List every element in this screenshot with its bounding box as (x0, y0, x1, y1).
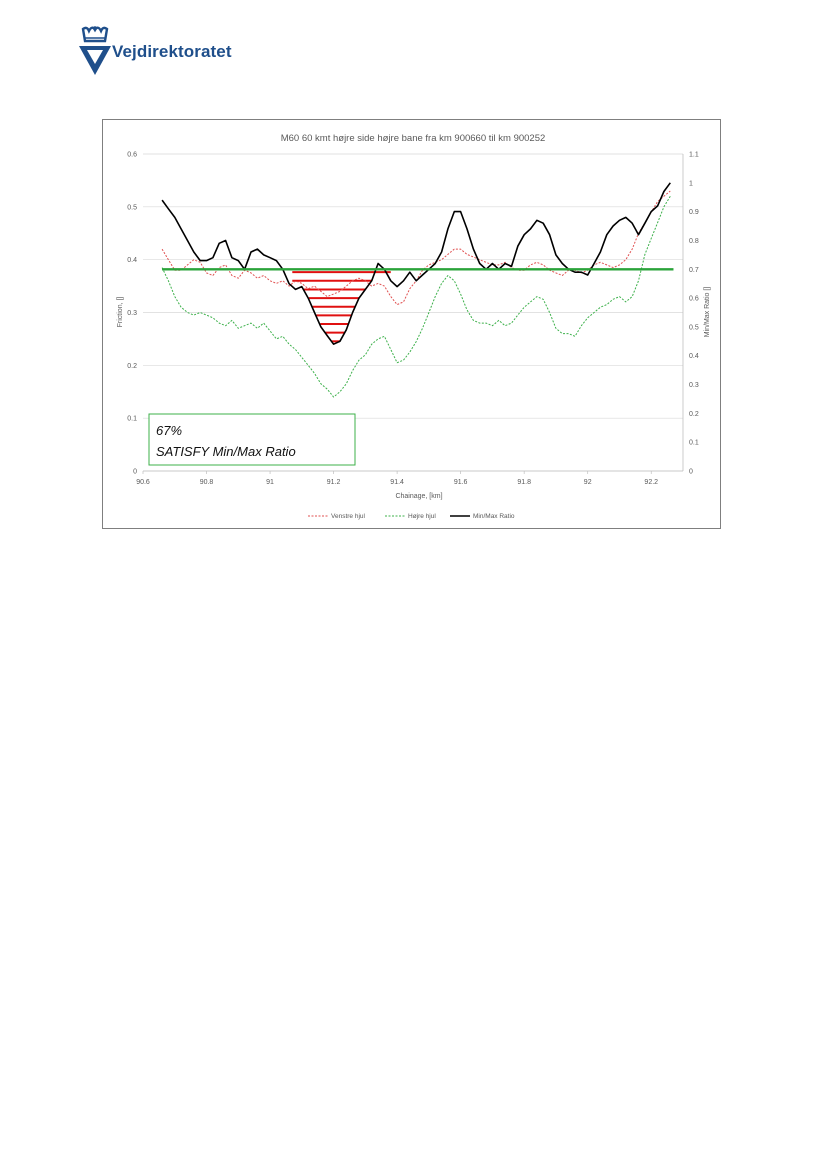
y2-tick-label: 1 (689, 180, 693, 187)
x-tick-label: 92 (584, 479, 592, 486)
x-tick-label: 91.4 (390, 479, 404, 486)
legend: Venstre hjul Højre hjul Min/Max Ratio (308, 513, 515, 520)
y2-tick-label: 0.3 (689, 382, 699, 389)
y-tick-label: 0 (133, 469, 137, 476)
y2-tick-label: 0.2 (689, 411, 699, 418)
friction-chart: 0 0.1 0.2 0.3 0.4 0.5 0.6 0 0.1 0.2 0.3 0.4 0.5 0.6 0.… (117, 133, 711, 520)
legend-label: Venstre hjul (331, 513, 366, 520)
x-tick-label: 90.8 (200, 479, 214, 486)
legend-label: Min/Max Ratio (473, 513, 515, 520)
x-axis-label: Chainage, [km] (395, 493, 442, 500)
y-tick-label: 0.5 (127, 204, 137, 211)
y2-tick-label: 0.8 (689, 238, 699, 245)
y2-tick-label: 0.9 (689, 209, 699, 216)
y-tick-label: 0.6 (127, 152, 137, 159)
annotation-text: SATISFY Min/Max Ratio (156, 444, 296, 459)
x-tick-label: 91 (266, 479, 274, 486)
y2-tick-label: 0.4 (689, 353, 699, 360)
chart-frame: 0 0.1 0.2 0.3 0.4 0.5 0.6 0 0.1 0.2 0.3 0.4 0.5 0.6 0.… (102, 119, 721, 529)
series-line-venstre-hjul (161, 190, 671, 306)
legend-label: Højre hjul (408, 513, 436, 520)
y2-tick-label: 0.6 (689, 296, 699, 303)
x-tick-label: 91.6 (454, 479, 468, 486)
axes-layer: 0 0.1 0.2 0.3 0.4 0.5 0.6 0 0.1 0.2 0.3 0.4 0.5 0.6 0.… (127, 152, 699, 487)
y2-tick-label: 1.1 (689, 152, 699, 159)
vejdirektoratet-logo: Vejdirektoratet (78, 26, 278, 78)
y2-tick-label: 0.7 (689, 267, 699, 274)
brand-name: Vejdirektoratet (112, 42, 232, 61)
y2-tick-label: 0.5 (689, 324, 699, 331)
y-tick-label: 0.1 (127, 416, 137, 423)
x-tick-label: 92.2 (644, 479, 658, 486)
y2-tick-label: 0.1 (689, 440, 699, 447)
series-layer (161, 182, 671, 398)
y-axis-label: Friction, [] (117, 297, 124, 328)
deficit-hatching (292, 271, 391, 343)
y-tick-label: 0.4 (127, 257, 137, 264)
y-tick-label: 0.2 (127, 363, 137, 370)
y2-axis-label: Min/Max Ratio [] (704, 287, 711, 338)
x-tick-label: 91.2 (327, 479, 341, 486)
series-line-h-jre-hjul (161, 196, 671, 398)
y2-tick-label: 0 (689, 469, 693, 476)
x-tick-label: 90.6 (136, 479, 150, 486)
annotation-box: 67% SATISFY Min/Max Ratio (148, 413, 356, 466)
x-tick-label: 91.8 (517, 479, 531, 486)
series-line-min-max-ratio (161, 182, 671, 345)
y-tick-label: 0.3 (127, 310, 137, 317)
crown-shield-icon (79, 26, 111, 75)
chart-title: M60 60 kmt højre side højre bane fra km … (281, 133, 546, 144)
annotation-percent: 67% (156, 423, 182, 438)
